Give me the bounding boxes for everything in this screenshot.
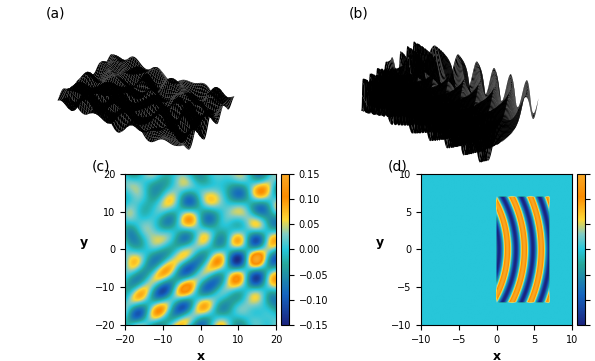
Text: (b): (b) bbox=[349, 6, 369, 20]
Text: (a): (a) bbox=[46, 6, 65, 20]
X-axis label: x: x bbox=[493, 350, 500, 361]
Text: (d): (d) bbox=[388, 160, 408, 174]
Text: (c): (c) bbox=[92, 160, 110, 174]
X-axis label: x: x bbox=[196, 350, 205, 361]
Y-axis label: y: y bbox=[376, 236, 384, 249]
Y-axis label: y: y bbox=[80, 236, 88, 249]
